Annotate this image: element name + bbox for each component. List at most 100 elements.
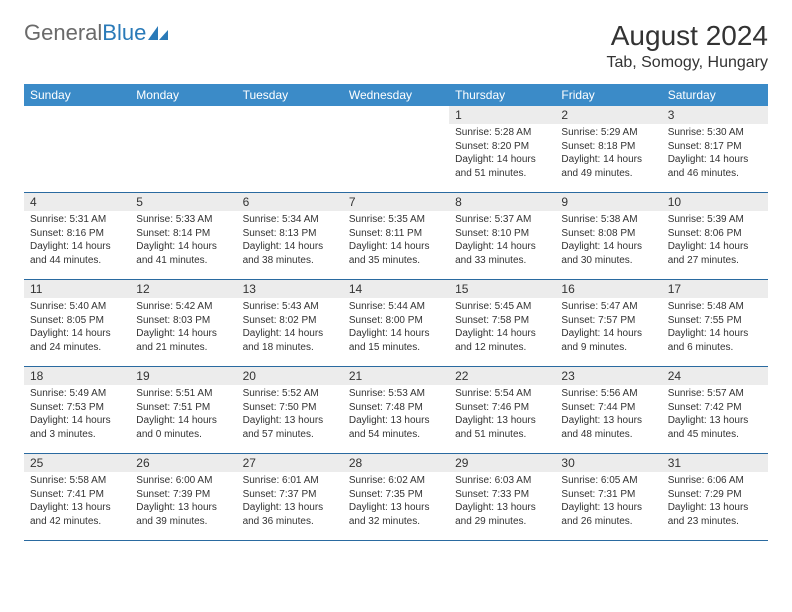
calendar-day-cell: 26Sunrise: 6:00 AMSunset: 7:39 PMDayligh… bbox=[130, 454, 236, 541]
day-details: Sunrise: 6:00 AMSunset: 7:39 PMDaylight:… bbox=[130, 472, 236, 532]
day-number: 5 bbox=[130, 193, 236, 211]
calendar-day-cell: 19Sunrise: 5:51 AMSunset: 7:51 PMDayligh… bbox=[130, 367, 236, 454]
calendar-day-cell: 29Sunrise: 6:03 AMSunset: 7:33 PMDayligh… bbox=[449, 454, 555, 541]
calendar-day-cell: 10Sunrise: 5:39 AMSunset: 8:06 PMDayligh… bbox=[662, 193, 768, 280]
location-text: Tab, Somogy, Hungary bbox=[606, 54, 768, 72]
calendar-day-cell: 5Sunrise: 5:33 AMSunset: 8:14 PMDaylight… bbox=[130, 193, 236, 280]
day-number: 30 bbox=[555, 454, 661, 472]
calendar-week-row: 4Sunrise: 5:31 AMSunset: 8:16 PMDaylight… bbox=[24, 193, 768, 280]
brand-part1: General bbox=[24, 20, 102, 46]
day-details: Sunrise: 5:57 AMSunset: 7:42 PMDaylight:… bbox=[662, 385, 768, 445]
day-number: 14 bbox=[343, 280, 449, 298]
weekday-header: Tuesday bbox=[237, 84, 343, 106]
day-details: Sunrise: 6:01 AMSunset: 7:37 PMDaylight:… bbox=[237, 472, 343, 532]
day-number: 2 bbox=[555, 106, 661, 124]
day-details: Sunrise: 5:29 AMSunset: 8:18 PMDaylight:… bbox=[555, 124, 661, 184]
calendar-day-cell: 2Sunrise: 5:29 AMSunset: 8:18 PMDaylight… bbox=[555, 106, 661, 193]
day-details: Sunrise: 5:44 AMSunset: 8:00 PMDaylight:… bbox=[343, 298, 449, 358]
day-number: 27 bbox=[237, 454, 343, 472]
calendar-week-row: 1Sunrise: 5:28 AMSunset: 8:20 PMDaylight… bbox=[24, 106, 768, 193]
day-details: Sunrise: 5:28 AMSunset: 8:20 PMDaylight:… bbox=[449, 124, 555, 184]
day-details: Sunrise: 5:58 AMSunset: 7:41 PMDaylight:… bbox=[24, 472, 130, 532]
calendar-week-row: 11Sunrise: 5:40 AMSunset: 8:05 PMDayligh… bbox=[24, 280, 768, 367]
day-details: Sunrise: 6:03 AMSunset: 7:33 PMDaylight:… bbox=[449, 472, 555, 532]
weekday-header: Thursday bbox=[449, 84, 555, 106]
calendar-day-cell bbox=[343, 106, 449, 193]
day-details: Sunrise: 5:53 AMSunset: 7:48 PMDaylight:… bbox=[343, 385, 449, 445]
day-number: 22 bbox=[449, 367, 555, 385]
day-details: Sunrise: 5:52 AMSunset: 7:50 PMDaylight:… bbox=[237, 385, 343, 445]
calendar-day-cell: 30Sunrise: 6:05 AMSunset: 7:31 PMDayligh… bbox=[555, 454, 661, 541]
calendar-day-cell: 13Sunrise: 5:43 AMSunset: 8:02 PMDayligh… bbox=[237, 280, 343, 367]
day-details: Sunrise: 5:37 AMSunset: 8:10 PMDaylight:… bbox=[449, 211, 555, 271]
weekday-header: Monday bbox=[130, 84, 236, 106]
logo-sail-icon bbox=[148, 24, 170, 42]
calendar-day-cell: 23Sunrise: 5:56 AMSunset: 7:44 PMDayligh… bbox=[555, 367, 661, 454]
calendar-day-cell: 24Sunrise: 5:57 AMSunset: 7:42 PMDayligh… bbox=[662, 367, 768, 454]
calendar-day-cell: 21Sunrise: 5:53 AMSunset: 7:48 PMDayligh… bbox=[343, 367, 449, 454]
day-details: Sunrise: 5:34 AMSunset: 8:13 PMDaylight:… bbox=[237, 211, 343, 271]
calendar-day-cell: 8Sunrise: 5:37 AMSunset: 8:10 PMDaylight… bbox=[449, 193, 555, 280]
day-details: Sunrise: 5:38 AMSunset: 8:08 PMDaylight:… bbox=[555, 211, 661, 271]
calendar-week-row: 25Sunrise: 5:58 AMSunset: 7:41 PMDayligh… bbox=[24, 454, 768, 541]
day-number: 26 bbox=[130, 454, 236, 472]
day-number: 7 bbox=[343, 193, 449, 211]
page-header: GeneralBlue August 2024 Tab, Somogy, Hun… bbox=[24, 20, 768, 72]
calendar-day-cell: 4Sunrise: 5:31 AMSunset: 8:16 PMDaylight… bbox=[24, 193, 130, 280]
calendar-day-cell: 15Sunrise: 5:45 AMSunset: 7:58 PMDayligh… bbox=[449, 280, 555, 367]
weekday-header: Sunday bbox=[24, 84, 130, 106]
day-number bbox=[24, 106, 130, 124]
day-number: 21 bbox=[343, 367, 449, 385]
day-number: 29 bbox=[449, 454, 555, 472]
day-details: Sunrise: 5:30 AMSunset: 8:17 PMDaylight:… bbox=[662, 124, 768, 184]
calendar-day-cell: 20Sunrise: 5:52 AMSunset: 7:50 PMDayligh… bbox=[237, 367, 343, 454]
day-details: Sunrise: 5:45 AMSunset: 7:58 PMDaylight:… bbox=[449, 298, 555, 358]
calendar-day-cell: 27Sunrise: 6:01 AMSunset: 7:37 PMDayligh… bbox=[237, 454, 343, 541]
calendar-day-cell: 9Sunrise: 5:38 AMSunset: 8:08 PMDaylight… bbox=[555, 193, 661, 280]
day-number: 3 bbox=[662, 106, 768, 124]
day-number: 8 bbox=[449, 193, 555, 211]
day-number: 16 bbox=[555, 280, 661, 298]
day-details: Sunrise: 5:33 AMSunset: 8:14 PMDaylight:… bbox=[130, 211, 236, 271]
calendar-day-cell bbox=[24, 106, 130, 193]
calendar-day-cell: 3Sunrise: 5:30 AMSunset: 8:17 PMDaylight… bbox=[662, 106, 768, 193]
calendar-day-cell: 17Sunrise: 5:48 AMSunset: 7:55 PMDayligh… bbox=[662, 280, 768, 367]
day-number: 9 bbox=[555, 193, 661, 211]
month-title: August 2024 bbox=[606, 20, 768, 52]
day-number bbox=[130, 106, 236, 124]
day-details: Sunrise: 5:51 AMSunset: 7:51 PMDaylight:… bbox=[130, 385, 236, 445]
weekday-header-row: Sunday Monday Tuesday Wednesday Thursday… bbox=[24, 84, 768, 106]
day-number: 18 bbox=[24, 367, 130, 385]
day-number: 17 bbox=[662, 280, 768, 298]
calendar-day-cell: 7Sunrise: 5:35 AMSunset: 8:11 PMDaylight… bbox=[343, 193, 449, 280]
day-details: Sunrise: 5:43 AMSunset: 8:02 PMDaylight:… bbox=[237, 298, 343, 358]
calendar-day-cell: 12Sunrise: 5:42 AMSunset: 8:03 PMDayligh… bbox=[130, 280, 236, 367]
day-details: Sunrise: 5:48 AMSunset: 7:55 PMDaylight:… bbox=[662, 298, 768, 358]
calendar-day-cell: 11Sunrise: 5:40 AMSunset: 8:05 PMDayligh… bbox=[24, 280, 130, 367]
day-number: 31 bbox=[662, 454, 768, 472]
weekday-header: Wednesday bbox=[343, 84, 449, 106]
day-details: Sunrise: 5:31 AMSunset: 8:16 PMDaylight:… bbox=[24, 211, 130, 271]
calendar-week-row: 18Sunrise: 5:49 AMSunset: 7:53 PMDayligh… bbox=[24, 367, 768, 454]
weekday-header: Saturday bbox=[662, 84, 768, 106]
weekday-header: Friday bbox=[555, 84, 661, 106]
calendar-table: Sunday Monday Tuesday Wednesday Thursday… bbox=[24, 84, 768, 541]
day-details: Sunrise: 5:39 AMSunset: 8:06 PMDaylight:… bbox=[662, 211, 768, 271]
day-number bbox=[343, 106, 449, 124]
day-number: 24 bbox=[662, 367, 768, 385]
day-number: 10 bbox=[662, 193, 768, 211]
day-number: 11 bbox=[24, 280, 130, 298]
day-details: Sunrise: 6:02 AMSunset: 7:35 PMDaylight:… bbox=[343, 472, 449, 532]
day-number bbox=[237, 106, 343, 124]
calendar-body: 1Sunrise: 5:28 AMSunset: 8:20 PMDaylight… bbox=[24, 106, 768, 541]
day-number: 1 bbox=[449, 106, 555, 124]
title-block: August 2024 Tab, Somogy, Hungary bbox=[606, 20, 768, 72]
calendar-day-cell: 6Sunrise: 5:34 AMSunset: 8:13 PMDaylight… bbox=[237, 193, 343, 280]
day-details: Sunrise: 5:56 AMSunset: 7:44 PMDaylight:… bbox=[555, 385, 661, 445]
day-details: Sunrise: 5:42 AMSunset: 8:03 PMDaylight:… bbox=[130, 298, 236, 358]
brand-logo: GeneralBlue bbox=[24, 20, 170, 46]
day-number: 20 bbox=[237, 367, 343, 385]
day-number: 25 bbox=[24, 454, 130, 472]
day-number: 13 bbox=[237, 280, 343, 298]
day-number: 23 bbox=[555, 367, 661, 385]
